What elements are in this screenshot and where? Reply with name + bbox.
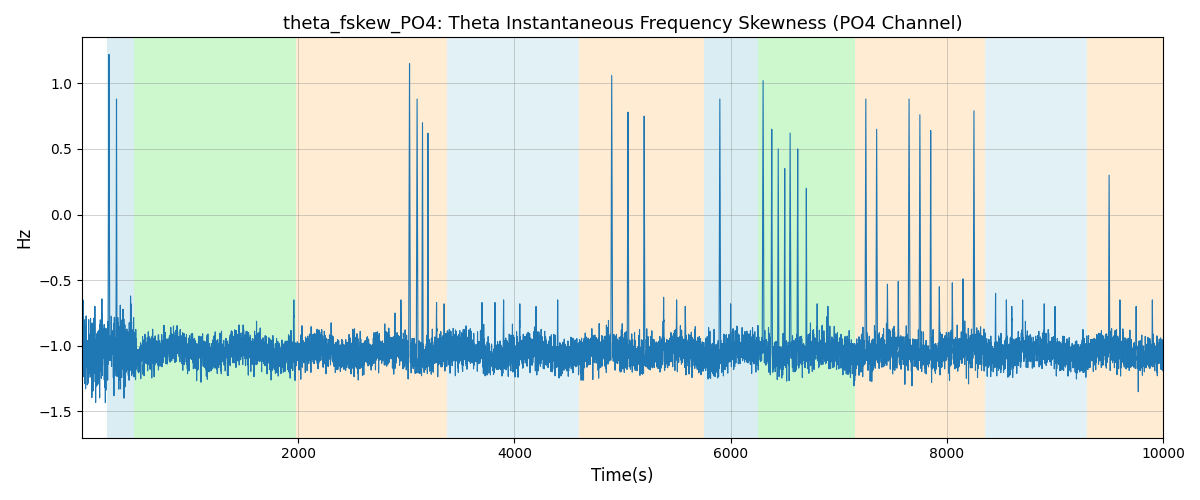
Bar — [985, 38, 1087, 438]
Bar — [296, 38, 448, 438]
X-axis label: Time(s): Time(s) — [592, 467, 654, 485]
Bar — [487, 38, 580, 438]
Bar — [448, 38, 487, 438]
Bar — [757, 38, 854, 438]
Bar — [854, 38, 985, 438]
Y-axis label: Hz: Hz — [14, 227, 32, 248]
Bar — [580, 38, 703, 438]
Bar — [1087, 38, 1163, 438]
Bar — [107, 38, 133, 438]
Bar — [133, 38, 296, 438]
Title: theta_fskew_PO4: Theta Instantaneous Frequency Skewness (PO4 Channel): theta_fskew_PO4: Theta Instantaneous Fre… — [283, 15, 962, 34]
Bar — [703, 38, 757, 438]
